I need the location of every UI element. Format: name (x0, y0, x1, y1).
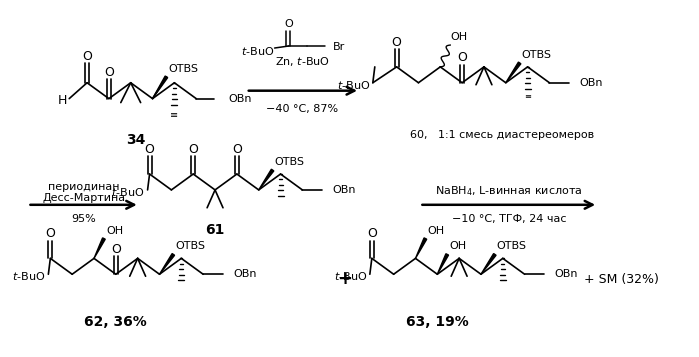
Text: 61: 61 (206, 223, 225, 237)
Text: OBn: OBn (332, 185, 356, 195)
Text: OH: OH (106, 226, 123, 236)
Text: OTBS: OTBS (175, 241, 206, 251)
Text: O: O (45, 227, 55, 240)
Text: $t$-BuO: $t$-BuO (337, 79, 370, 91)
Text: O: O (82, 50, 92, 64)
Text: 34: 34 (126, 133, 145, 147)
Text: H: H (57, 94, 67, 107)
Text: 63, 19%: 63, 19% (406, 315, 469, 329)
Text: OTBS: OTBS (497, 241, 527, 251)
Text: O: O (188, 143, 198, 156)
Text: Десс-Мартина: Десс-Мартина (43, 193, 126, 203)
Text: $t$-BuO: $t$-BuO (333, 270, 367, 282)
Text: O: O (111, 243, 121, 256)
Polygon shape (481, 253, 496, 274)
Text: O: O (391, 36, 401, 49)
Text: +: + (338, 270, 352, 288)
Text: $t$-BuO: $t$-BuO (111, 186, 145, 198)
Text: O: O (145, 143, 154, 156)
Text: O: O (367, 227, 377, 240)
Polygon shape (506, 62, 521, 83)
Text: 95%: 95% (72, 214, 96, 224)
Text: OH: OH (450, 32, 468, 42)
Text: 62, 36%: 62, 36% (85, 315, 147, 329)
Text: + SM (32%): + SM (32%) (584, 273, 659, 286)
Polygon shape (152, 76, 168, 99)
Text: O: O (457, 51, 467, 65)
Polygon shape (438, 254, 449, 274)
Text: OBn: OBn (233, 269, 257, 279)
Text: OBn: OBn (554, 269, 578, 279)
Text: O: O (232, 143, 242, 156)
Polygon shape (94, 238, 106, 258)
Text: OTBS: OTBS (275, 157, 305, 167)
Text: Br: Br (333, 42, 345, 52)
Text: OH: OH (427, 226, 445, 236)
Text: $t$-BuO: $t$-BuO (241, 45, 275, 57)
Text: O: O (284, 19, 293, 29)
Text: −40 °C, 87%: −40 °C, 87% (266, 104, 338, 114)
Polygon shape (415, 238, 426, 258)
Text: −10 °C, ТГФ, 24 час: −10 °C, ТГФ, 24 час (452, 214, 566, 224)
Text: OTBS: OTBS (168, 64, 199, 74)
Text: периодинан: периодинан (48, 182, 120, 192)
Text: 60,   1:1 смесь диастереомеров: 60, 1:1 смесь диастереомеров (410, 130, 593, 140)
Text: OTBS: OTBS (521, 50, 552, 60)
Text: OBn: OBn (579, 78, 603, 88)
Text: O: O (104, 66, 114, 79)
Text: Zn, $t$-BuO: Zn, $t$-BuO (275, 55, 330, 69)
Text: ≡: ≡ (524, 92, 531, 101)
Text: OBn: OBn (228, 94, 252, 104)
Text: OH: OH (449, 241, 466, 251)
Text: $t$-BuO: $t$-BuO (12, 270, 45, 282)
Polygon shape (259, 169, 274, 190)
Text: ≡: ≡ (171, 110, 178, 120)
Text: NaBH$_4$, L-винная кислота: NaBH$_4$, L-винная кислота (435, 184, 582, 198)
Polygon shape (159, 253, 175, 274)
